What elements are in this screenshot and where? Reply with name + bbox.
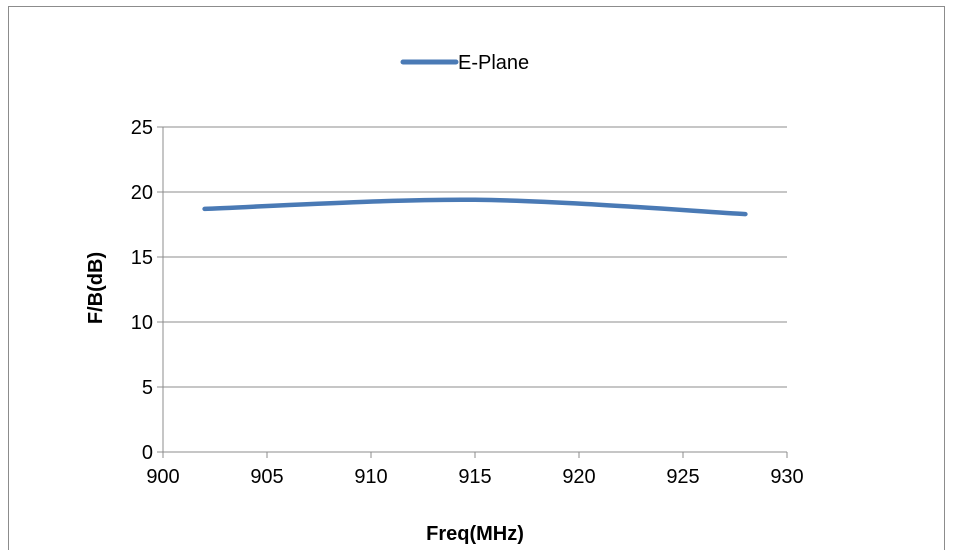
y-tick-label-0: 0: [142, 442, 153, 464]
y-tick-label-5: 5: [142, 377, 153, 399]
x-tick-label-930: 930: [770, 466, 803, 488]
y-tick-label-20: 20: [131, 182, 153, 204]
y-tick-labels: 0 5 10 15 20 25: [131, 117, 153, 464]
x-tick-labels: 900 905 910 915 920 925 930: [146, 466, 803, 488]
x-tick-label-905: 905: [250, 466, 283, 488]
x-tick-label-920: 920: [562, 466, 595, 488]
chart-area: [8, 6, 945, 550]
axes: [157, 126, 788, 458]
x-tick-label-925: 925: [666, 466, 699, 488]
y-tick-label-25: 25: [131, 117, 153, 139]
x-axis-title: Freq(MHz): [426, 523, 524, 545]
x-tick-label-910: 910: [354, 466, 387, 488]
legend-label-e-plane: E-Plane: [458, 52, 529, 74]
legend: E-Plane: [400, 52, 529, 74]
x-tick-label-915: 915: [458, 466, 491, 488]
series-line-e-plane: [202, 197, 748, 217]
series-group: [202, 197, 748, 217]
x-tick-label-900: 900: [146, 466, 179, 488]
y-tick-label-10: 10: [131, 312, 153, 334]
gridlines: [163, 126, 787, 388]
y-axis-title: F/B(dB): [85, 252, 107, 324]
y-tick-label-15: 15: [131, 247, 153, 269]
